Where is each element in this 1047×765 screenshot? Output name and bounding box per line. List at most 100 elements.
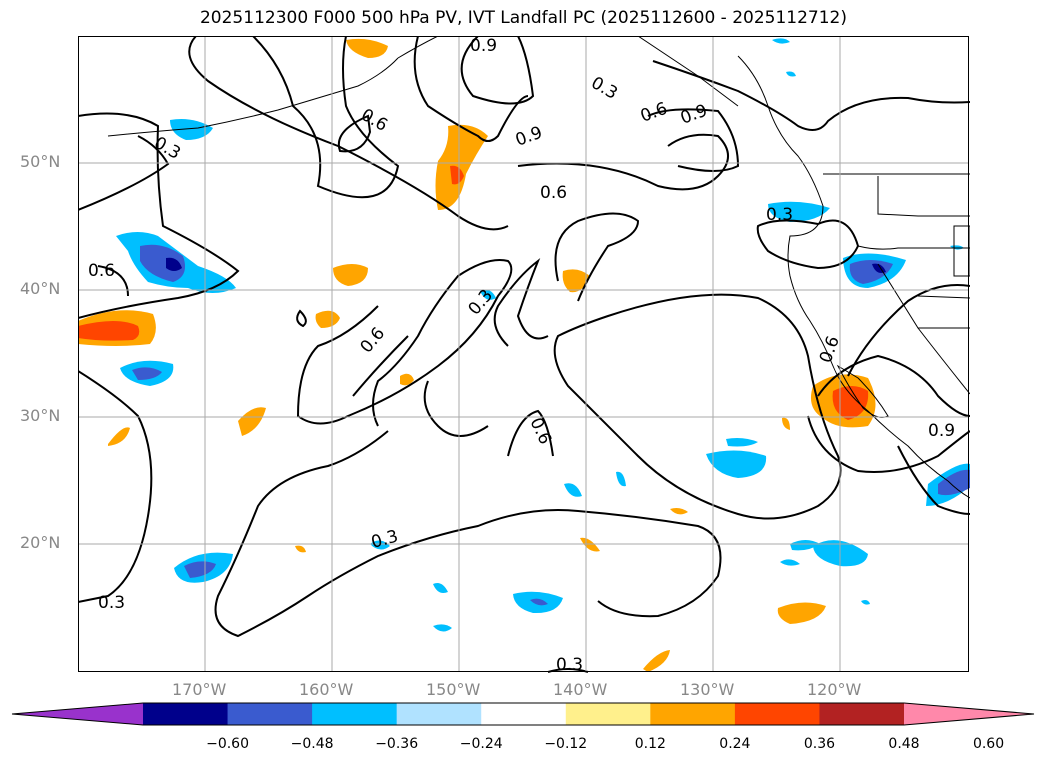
fill-patch: [295, 545, 306, 553]
fill-patch: [184, 561, 216, 578]
fill-patch: [832, 386, 869, 420]
lon-label-120w: 120°W: [807, 680, 862, 699]
lat-label-50n: 50°N: [20, 152, 61, 171]
map-svg: 0.3 0.6 0.3 0.6 0.9 0.9 0.6 0.3 0.6 0.9 …: [77, 35, 971, 675]
contour-line: [77, 135, 170, 211]
fill-patch: [530, 598, 548, 606]
lon-label-140w: 140°W: [553, 680, 608, 699]
colorbar-tick-label: −0.60: [206, 736, 249, 752]
positive-anomaly-fills: [78, 38, 876, 672]
colorbar-cell: [650, 703, 736, 725]
contour-line: [554, 212, 640, 302]
fill-patch: [370, 540, 390, 550]
colorbar-cells: [12, 703, 1034, 725]
pv-contours: [77, 35, 971, 673]
contour-line: [897, 445, 971, 515]
colorbar: [11, 702, 1035, 726]
fill-patch: [238, 407, 266, 436]
contour-label: 0.6: [88, 261, 115, 281]
colorbar-outline: [11, 702, 1035, 726]
fill-patch: [780, 559, 800, 566]
colorbar-tick-label: −0.24: [459, 736, 503, 752]
colorbar-tick-label: 0.12: [634, 736, 666, 752]
colorbar-tick-label: 0.48: [888, 736, 920, 752]
fill-patch: [400, 373, 414, 386]
fill-patch: [346, 38, 388, 58]
contour-line: [296, 309, 307, 328]
fill-patch: [670, 508, 688, 515]
fill-patch: [706, 450, 767, 478]
contour-line: [817, 354, 971, 417]
contour-line: [423, 380, 489, 437]
state-border: [917, 295, 971, 299]
fill-patch: [433, 624, 452, 632]
contour-line: [460, 35, 535, 105]
colorbar-cell: [143, 703, 229, 725]
fill-patch: [108, 427, 130, 446]
fill-patch: [580, 537, 600, 552]
fill-patch: [726, 438, 758, 447]
colorbar-tick-label: 0.36: [803, 736, 836, 752]
map-panel: 0.3 0.6 0.3 0.6 0.9 0.9 0.6 0.3 0.6 0.9 …: [77, 35, 971, 677]
fill-patch: [849, 260, 893, 284]
lon-label-160w: 160°W: [299, 680, 354, 699]
contour-line: [352, 335, 409, 397]
contour-line: [652, 60, 971, 131]
contour-line: [252, 35, 400, 199]
contour-label: 0.3: [766, 205, 793, 225]
fill-patch: [777, 602, 826, 624]
contour-line: [647, 108, 740, 172]
coastline-north-america: [737, 55, 971, 499]
lon-label-130w: 130°W: [680, 680, 735, 699]
lon-label-150w: 150°W: [426, 680, 481, 699]
fill-patch: [166, 257, 182, 271]
contour-label: 0.9: [470, 36, 497, 56]
contour-line: [756, 219, 860, 270]
fill-patch: [616, 471, 626, 487]
colorbar-tick-label: 0.60: [972, 736, 1005, 752]
coastline-aleutians: [107, 57, 399, 137]
fill-patch: [132, 367, 162, 380]
state-border: [857, 245, 970, 250]
contour-label: 0.6: [540, 183, 567, 203]
colorbar-cell: [819, 703, 905, 725]
colorbar-cell: [396, 703, 482, 725]
fill-patch: [643, 650, 670, 672]
contour-line: [214, 430, 722, 638]
fill-patch: [562, 269, 590, 293]
colorbar-cell: [565, 703, 651, 725]
colorbar-extend-low: [12, 703, 143, 725]
colorbar-extend-high: [904, 703, 1034, 725]
colorbar-tick-label: −0.12: [544, 736, 588, 752]
fill-patch: [435, 124, 488, 210]
lat-label-30n: 30°N: [20, 406, 61, 425]
colorbar-cell: [481, 703, 567, 725]
colorbar-tick-label: 0.24: [719, 736, 751, 752]
fill-patch: [78, 321, 140, 341]
colorbar-tick-label: −0.48: [290, 736, 334, 752]
state-border: [877, 176, 970, 217]
contour-line: [553, 293, 842, 520]
fill-patch: [140, 244, 186, 282]
contour-line: [413, 35, 529, 142]
state-border: [917, 327, 971, 395]
lon-label-170w: 170°W: [172, 680, 227, 699]
contour-line: [507, 409, 554, 457]
fill-patch: [564, 483, 582, 497]
colorbar-tick-label: −0.36: [375, 736, 419, 752]
fill-patch: [315, 310, 340, 328]
fill-patch: [768, 201, 830, 222]
contour-line: [807, 415, 971, 473]
fill-patch: [333, 264, 368, 286]
map-frame: [78, 36, 969, 672]
contour-label: 0.9: [928, 421, 955, 441]
fill-patch: [938, 469, 970, 496]
colorbar-cell: [227, 703, 313, 725]
colorbar-cell: [312, 703, 398, 725]
fill-patch: [480, 289, 496, 300]
fill-patch: [170, 119, 213, 140]
map-title: 2025112300 F000 500 hPa PV, IVT Landfall…: [199, 8, 847, 28]
fill-patch: [786, 71, 796, 77]
fill-patch: [450, 165, 464, 185]
contour-line: [77, 370, 153, 603]
